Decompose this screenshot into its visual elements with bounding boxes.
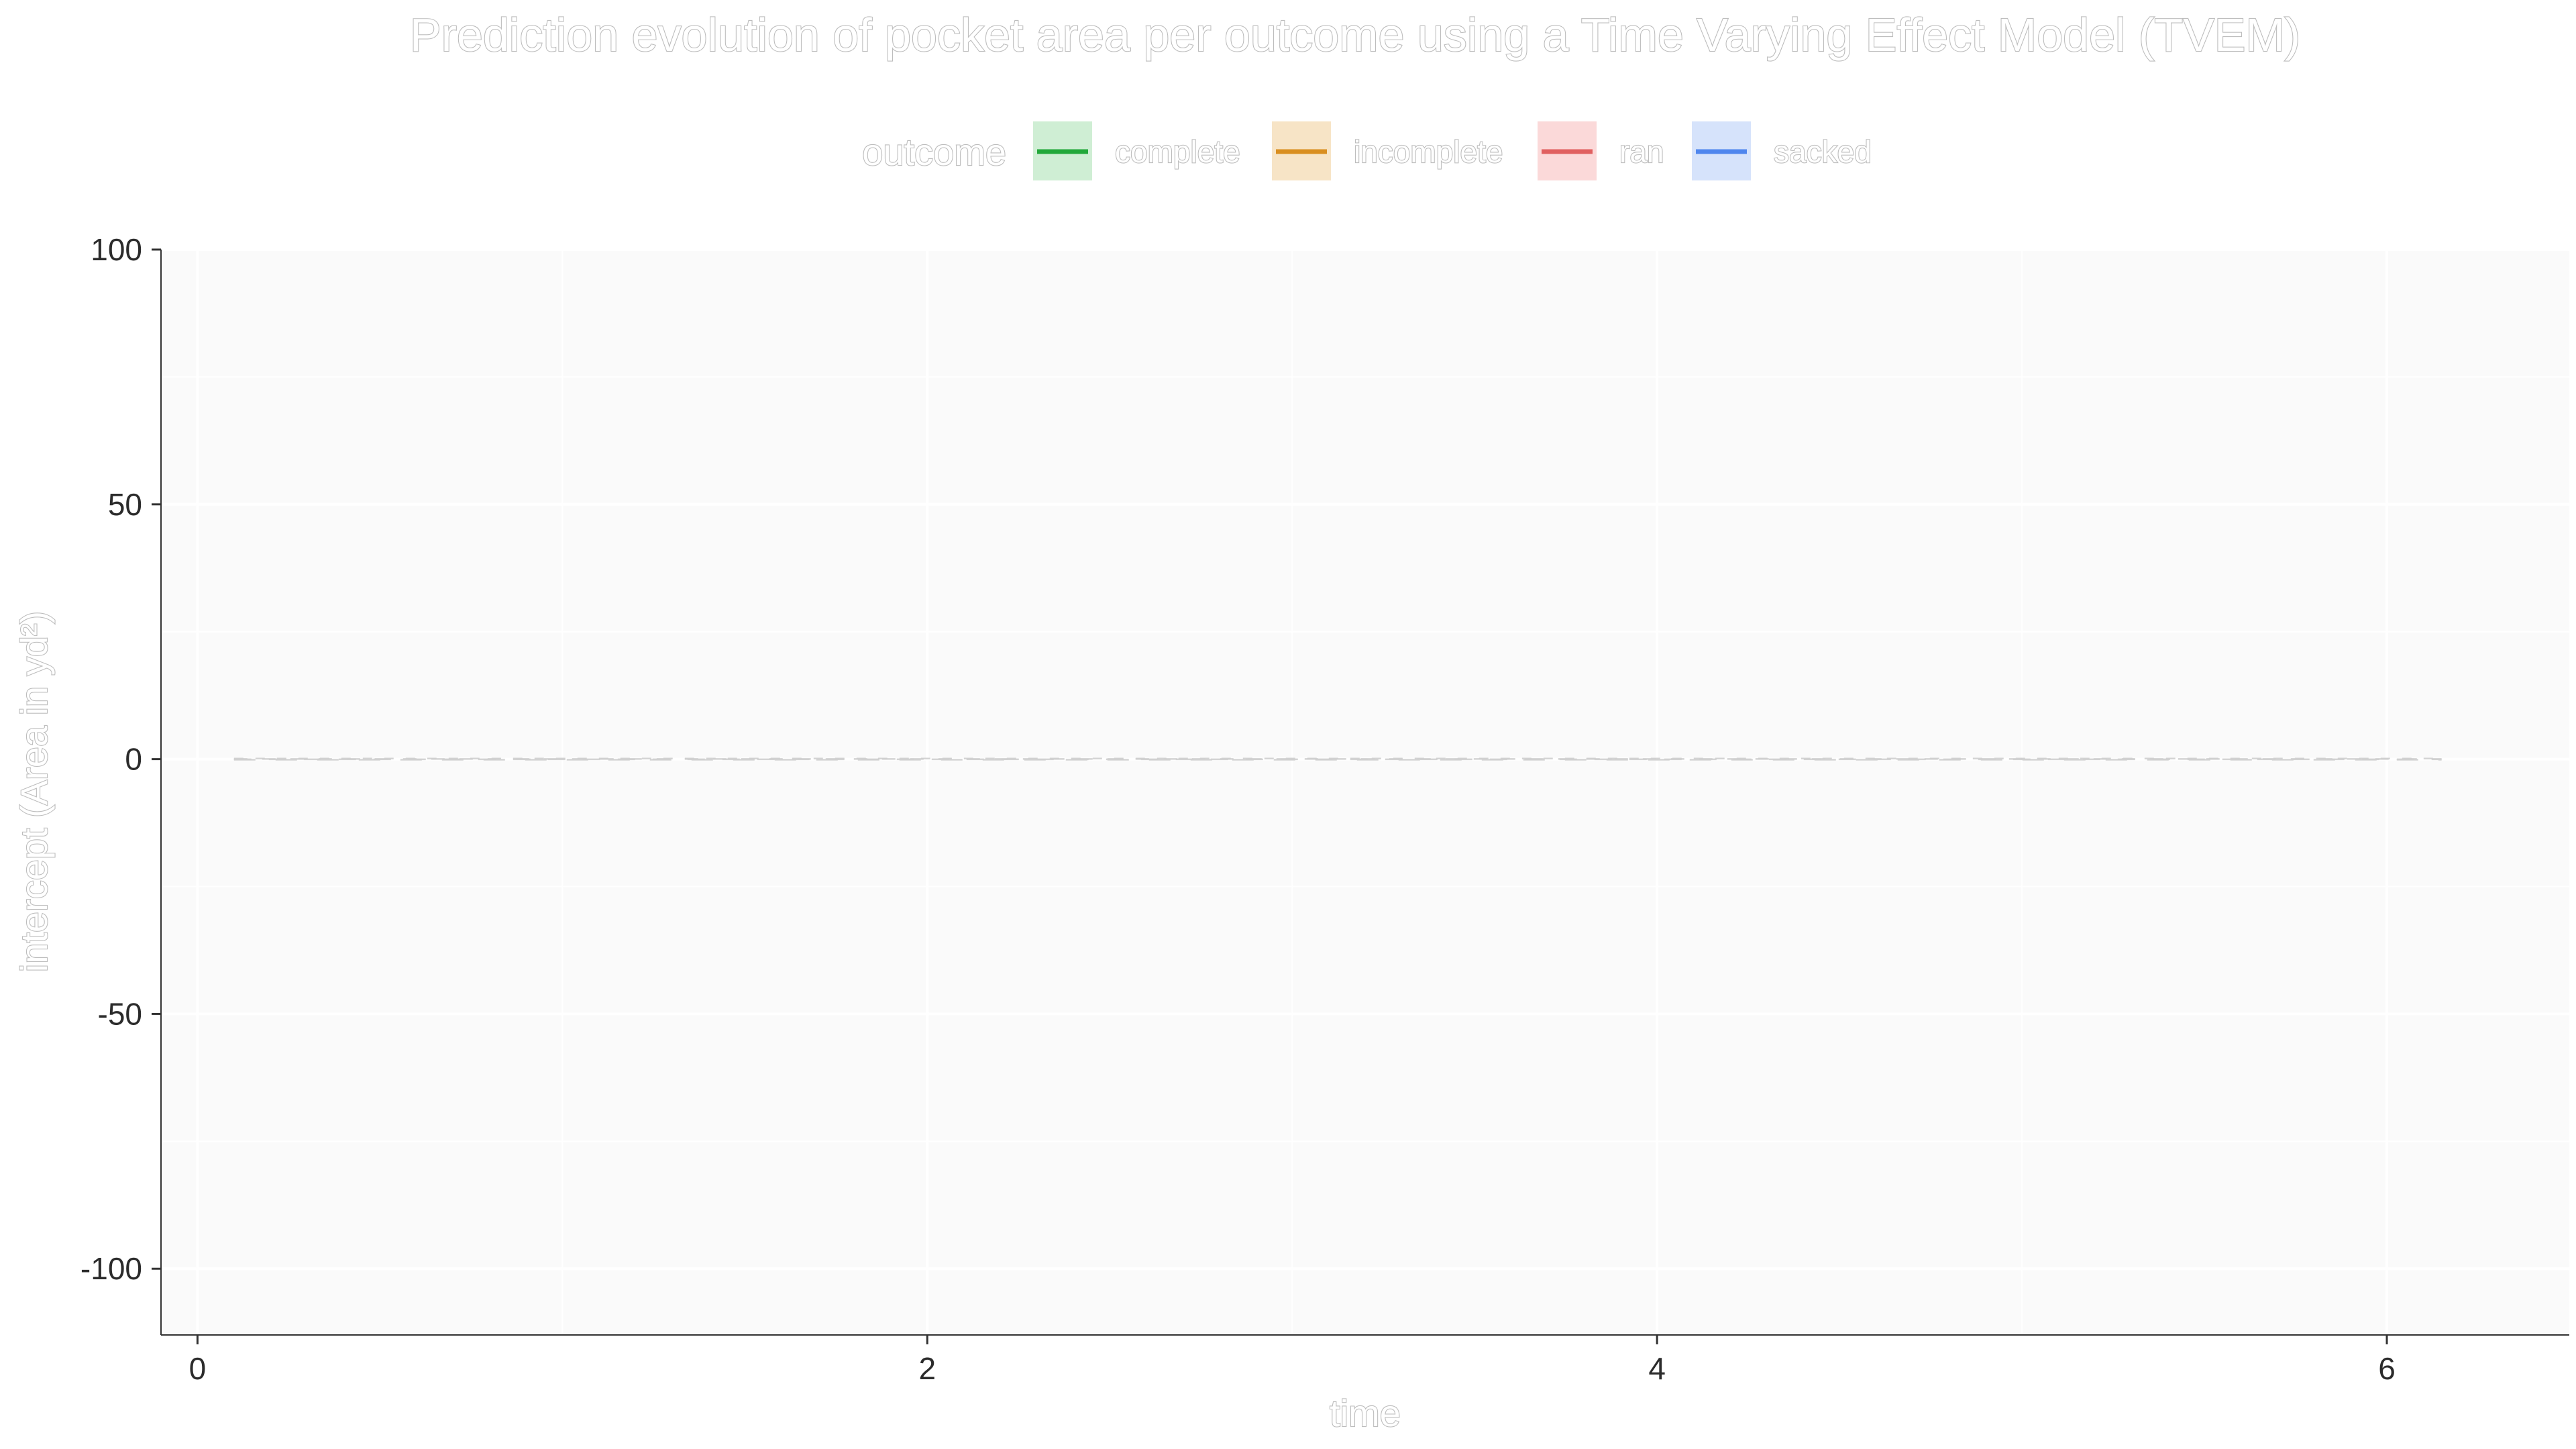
legend-label-ran: ran [1619,134,1664,169]
x-tick-label-2: 2 [918,1351,936,1386]
axes: -100 -50 0 50 100 0 2 4 6 [80,232,2569,1386]
y-axis-label: intercept (Area in yd²) [13,611,55,972]
y-tick-label-0: 0 [125,742,142,777]
grid [161,248,2569,1335]
x-tick-label-6: 6 [2378,1351,2396,1386]
y-tick-label--50: -50 [98,996,142,1031]
series-group [233,757,2442,761]
plot-background [161,250,2569,1335]
y-tick-label--100: -100 [80,1251,142,1286]
y-tick-label-100: 100 [91,232,142,267]
legend: outcome complete incomplete ran sacked [861,121,1872,180]
y-tick-label-50: 50 [108,487,142,522]
chart-title: Prediction evolution of pocket area per … [410,9,2300,61]
x-tick-label-0: 0 [189,1351,207,1386]
x-axis-label: time [1330,1392,1401,1434]
x-tick-label-4: 4 [1648,1351,1666,1386]
legend-label-complete: complete [1115,134,1240,169]
legend-label-incomplete: incomplete [1354,134,1503,169]
legend-title: outcome [862,131,1006,173]
legend-label-sacked: sacked [1774,134,1872,169]
